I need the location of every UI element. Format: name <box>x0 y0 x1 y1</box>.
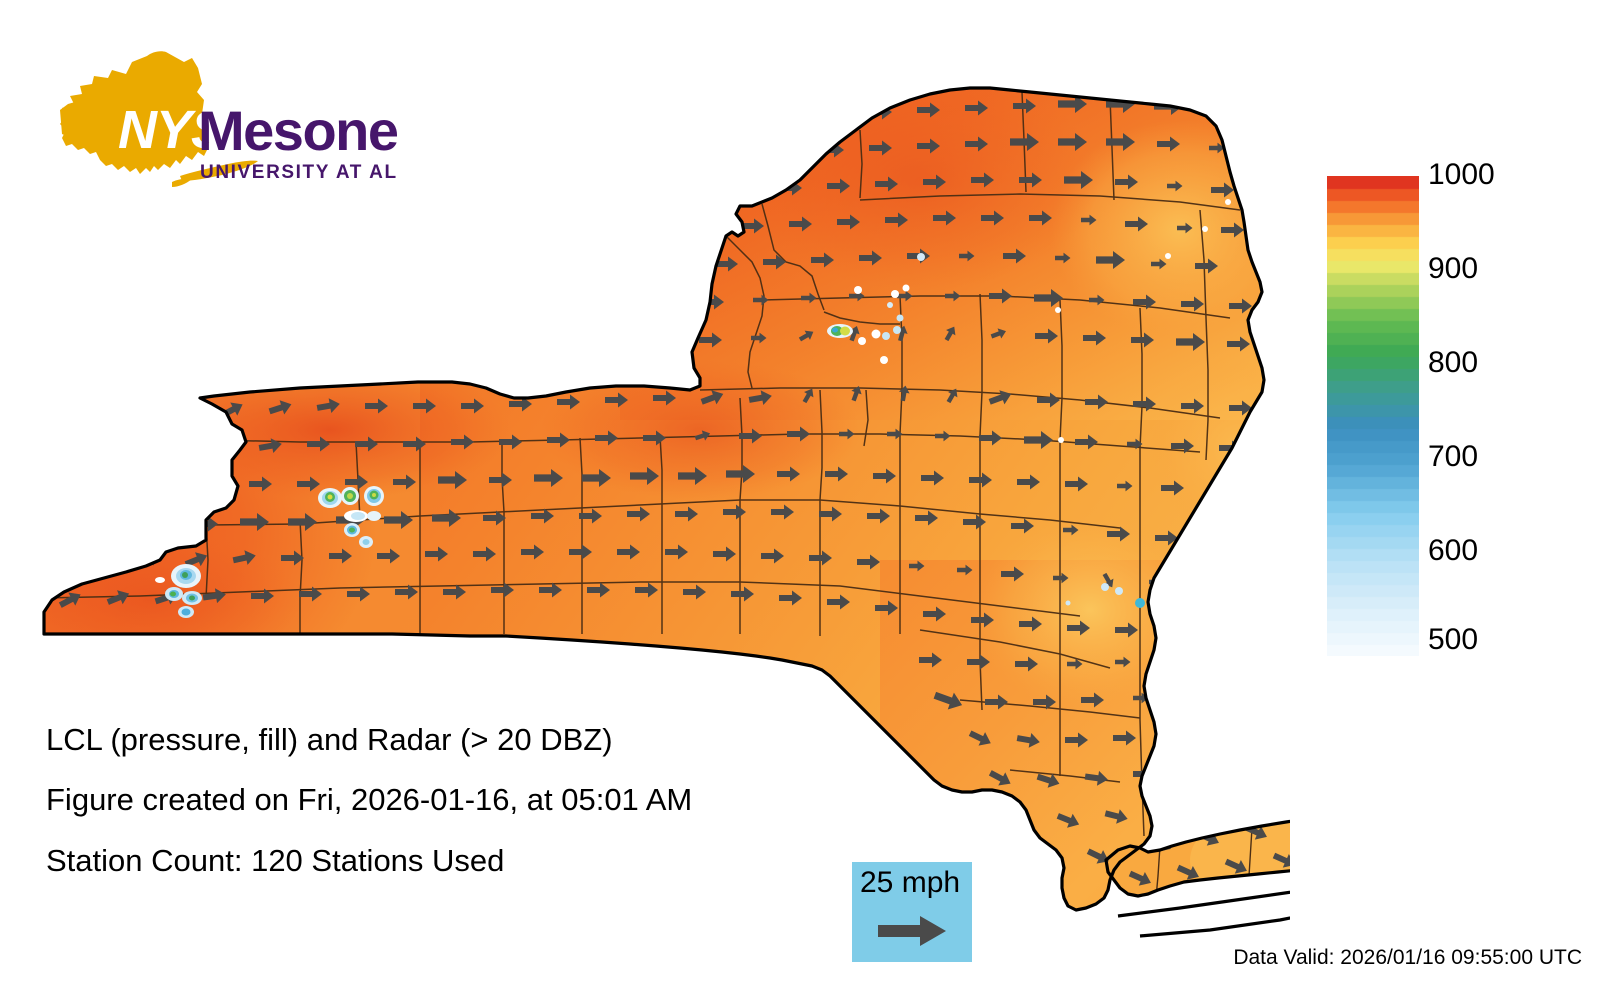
state-outline <box>42 86 1290 938</box>
wind-speed-reference-legend: 25 mph <box>852 862 972 962</box>
colorbar-tick-1000: 1000 <box>1428 158 1495 191</box>
colorbar-tick-700: 700 <box>1428 440 1479 473</box>
colorbar-tick-labels: 1000 900 800 700 600 500 <box>1428 160 1588 680</box>
logo-mesonet-text: Mesonet <box>198 99 397 162</box>
figure-title-caption: LCL (pressure, fill) and Radar (> 20 DBZ… <box>46 722 613 757</box>
radar-dots-hudson <box>1065 583 1145 608</box>
station-count-caption: Station Count: 120 Stations Used <box>46 843 505 878</box>
colorbar-tick-500: 500 <box>1428 623 1479 656</box>
radar-dots-north <box>827 199 1258 455</box>
wind-reference-background <box>852 862 972 962</box>
logo-nys-text: NYS <box>118 100 227 160</box>
colorbar-tick-800: 800 <box>1428 346 1479 379</box>
lcl-pressure-colorbar <box>1327 176 1419 656</box>
logo-subtitle-text: UNIVERSITY AT ALBANY <box>200 162 397 183</box>
wind-reference-arrow-icon <box>878 916 946 946</box>
colorbar-tick-600: 600 <box>1428 534 1479 567</box>
nys-mesonet-logo: NYS Mesonet UNIVERSITY AT ALBANY <box>52 48 397 213</box>
wind-reference-label: 25 mph <box>860 866 961 899</box>
new-york-state-map <box>42 86 1290 938</box>
radar-echo-overlay <box>155 199 1258 618</box>
colorbar-tick-900: 900 <box>1428 252 1479 285</box>
figure-created-caption: Figure created on Fri, 2026-01-16, at 05… <box>46 782 693 817</box>
data-valid-timestamp: Data Valid: 2026/01/16 09:55:00 UTC <box>1233 946 1582 969</box>
ny-state-shape-icon <box>60 51 258 187</box>
